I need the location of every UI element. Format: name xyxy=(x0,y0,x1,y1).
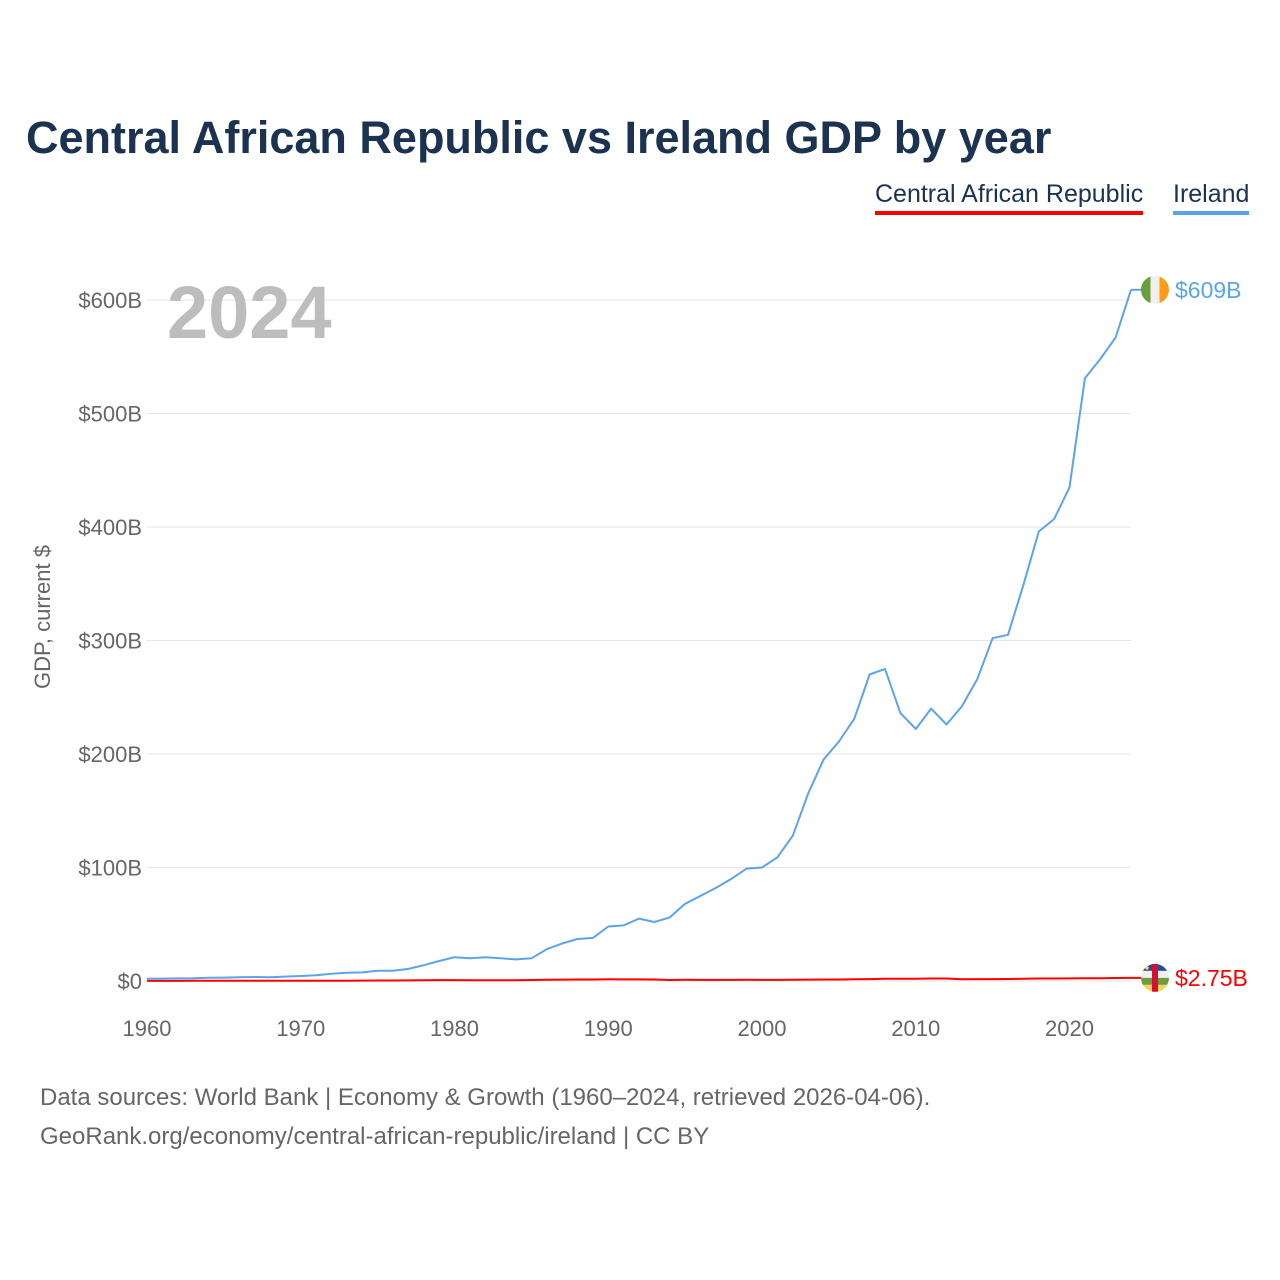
footer-url: GeoRank.org/economy/central-african-repu… xyxy=(40,1123,710,1150)
ireland-flag-icon xyxy=(1141,275,1169,304)
legend-item-central-african-republic[interactable]: Central African Republic xyxy=(875,180,1144,215)
series-line-central-african-republic[interactable] xyxy=(147,976,1132,982)
end-value-label: $2.75B xyxy=(1175,965,1248,991)
x-tick-label: 2010 xyxy=(891,1016,940,1041)
footer-sources: Data sources: World Bank | Economy & Gro… xyxy=(40,1084,931,1111)
x-tick-label: 2020 xyxy=(1045,1016,1094,1041)
y-tick-label: $0 xyxy=(118,969,142,994)
x-tick-label: 2000 xyxy=(738,1016,787,1041)
y-tick-label: $600B xyxy=(78,288,142,313)
x-tick-label: 1970 xyxy=(276,1016,325,1041)
central-african-republic-flag-icon xyxy=(1141,963,1169,992)
y-tick-label: $500B xyxy=(78,402,142,427)
y-axis-label: GDP, current $ xyxy=(30,545,55,689)
x-tick-label: 1990 xyxy=(584,1016,633,1041)
y-tick-label: $200B xyxy=(78,742,142,767)
legend-item-ireland[interactable]: Ireland xyxy=(1173,180,1250,215)
series-line-ireland[interactable] xyxy=(146,289,1132,980)
x-tick-label: 1960 xyxy=(123,1016,172,1041)
x-tick-label: 1980 xyxy=(430,1016,479,1041)
year-watermark: 2024 xyxy=(167,271,332,354)
y-tick-label: $100B xyxy=(78,856,142,881)
y-tick-label: $400B xyxy=(78,515,142,540)
end-value-label: $609B xyxy=(1175,277,1242,303)
y-tick-label: $300B xyxy=(78,629,142,654)
chart-title: Central African Republic vs Ireland GDP … xyxy=(26,112,1052,163)
